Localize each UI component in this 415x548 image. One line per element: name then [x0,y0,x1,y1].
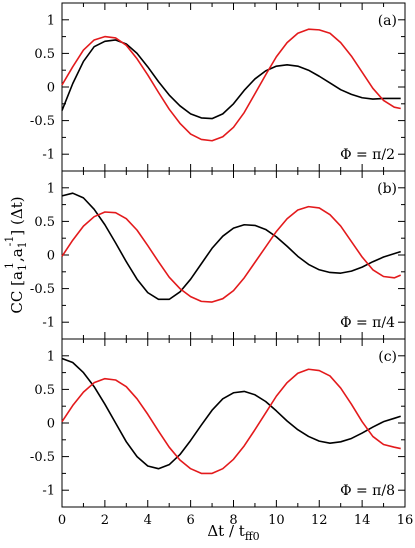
x-tick-label: 4 [144,513,152,528]
panel-3: 1 0.5 0 -0.5 -1 (c) Φ = π/8 [30,338,406,508]
x-tick-label: 14 [354,513,371,528]
y-tick-label: -1 [42,148,55,163]
y-label-part: CC [a [8,271,26,314]
y-tick-label: -1 [42,316,55,331]
y-axis-label: CC [a11,a1-1] (Δt) [3,196,29,313]
y-tick-label: -0.5 [30,282,55,297]
x-axis-label-sub: ff0 [245,530,260,543]
y-tick-label: 1 [47,181,55,196]
y-tick-label: -0.5 [30,114,55,129]
panel-label: (a) [378,13,397,29]
x-tick-label: 2 [101,513,109,528]
y-tick-label: -1 [42,484,55,499]
y-label-sup: 1 [3,262,16,269]
x-tick-label: 10 [268,513,285,528]
y-tick-label: 0.5 [34,215,55,230]
x-tick-label: 12 [311,513,328,528]
y-tick-label: 1 [47,13,55,28]
x-tick-label: 16 [397,513,414,528]
y-tick-label: -0.5 [30,450,55,465]
panel-frame [61,338,406,508]
panel-label: (c) [378,349,397,365]
phi-annotation: Φ = π/4 [340,315,395,331]
series-line-red [61,28,401,142]
y-tick-label: 0.5 [34,47,55,62]
x-axis-label: Δt / tff0 [207,522,259,543]
series-line-red [61,205,402,303]
panel-label: (b) [377,181,397,197]
y-tick-label: 1 [47,349,55,364]
x-tick-label: 6 [186,513,194,528]
y-tick-label: 0 [47,417,55,432]
y-label-sup: -1 [3,236,16,247]
series-line-red [61,368,401,475]
y-label-part: ] (Δt) [8,196,26,235]
phi-annotation: Φ = π/8 [340,483,395,499]
y-label-part: ,a [8,248,26,262]
y-tick-label: 0.5 [34,383,55,398]
panel-1: 1 0.5 0 -0.5 -1 (a) Φ = π/2 [30,2,406,172]
y-label-sub: 1 [16,241,29,248]
x-tick-label: 0 [58,513,66,528]
panel-frame [61,2,406,172]
panel-frame [61,170,406,340]
x-tick-label: 8 [229,513,237,528]
series-line-black [61,39,401,120]
phi-annotation: Φ = π/2 [340,147,395,163]
x-axis-label-main: Δt / t [207,522,244,540]
y-label-sub: 1 [16,264,29,271]
series-line-black [61,357,401,470]
y-tick-label: 0 [47,81,55,96]
y-tick-label: 0 [47,249,55,264]
panel-2: 1 0.5 0 -0.5 -1 (b) Φ = π/4 [30,170,406,340]
series-line-black [61,192,401,301]
